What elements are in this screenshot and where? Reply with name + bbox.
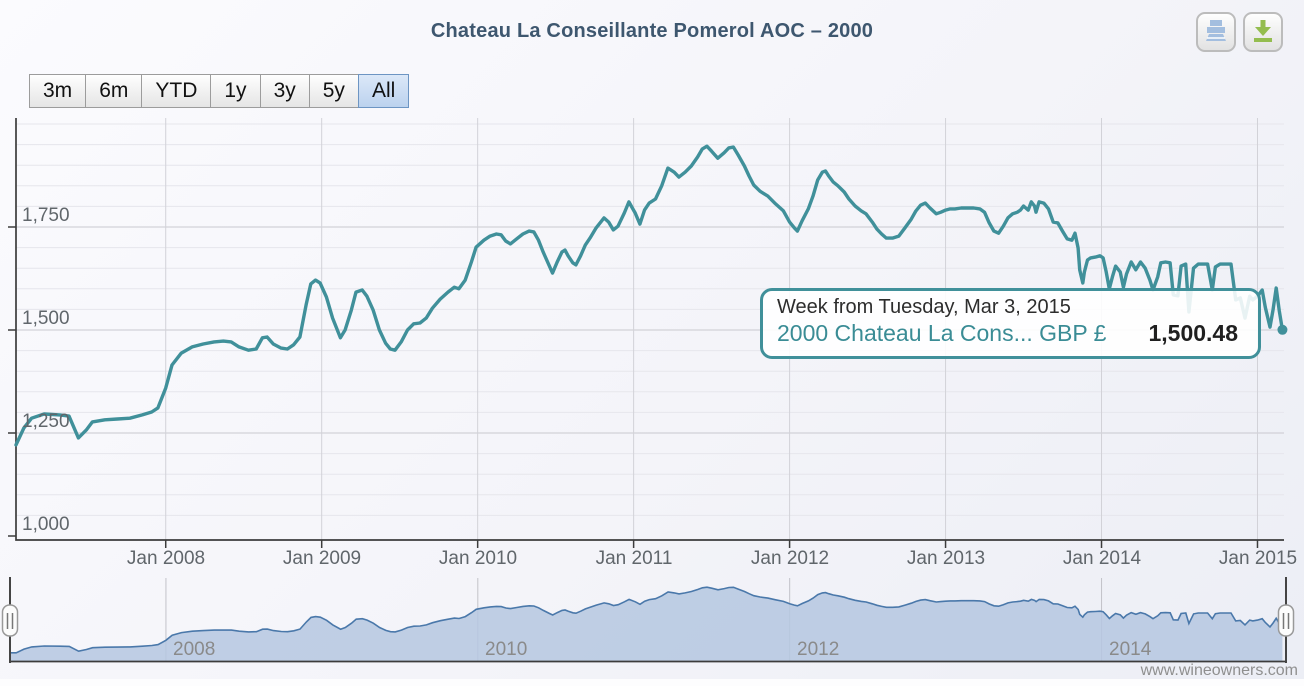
- range-button-ytd[interactable]: YTD: [141, 74, 212, 108]
- range-button-6m[interactable]: 6m: [85, 74, 143, 108]
- hovered-point-marker: [1277, 324, 1288, 335]
- tooltip-series-row: 2000 Chateau La Cons... GBP £ 1,500.48: [777, 320, 1244, 347]
- y-tick-label: 1,750: [22, 205, 70, 226]
- y-tick-label: 1,500: [22, 308, 70, 329]
- x-axis-labels: Jan 2008 Jan 2009 Jan 2010 Jan 2011 Jan …: [127, 548, 1297, 569]
- range-selector: 3m 6m YTD 1y 3y 5y All: [29, 74, 410, 108]
- tooltip-series-label: 2000 Chateau La Cons... GBP £: [777, 320, 1107, 346]
- y-axis-labels: 1,750 1,500 1,250 1,000: [22, 205, 70, 535]
- x-tick-label: Jan 2011: [596, 548, 673, 569]
- x-tick-label: Jan 2014: [1063, 548, 1142, 569]
- price-line: [14, 144, 1285, 447]
- range-button-1y[interactable]: 1y: [210, 74, 261, 108]
- x-tick-label: Jan 2012: [751, 548, 829, 569]
- price-series: [14, 144, 1288, 447]
- navigator-tick-label: 2010: [485, 639, 527, 660]
- y-tick-label: 1,250: [22, 411, 70, 432]
- axis-lines: [15, 118, 1284, 541]
- download-chart-button[interactable]: [1243, 12, 1283, 52]
- range-button-all[interactable]: All: [357, 74, 410, 108]
- x-tick-label: Jan 2008: [127, 548, 205, 569]
- tooltip-value: 1,500.48: [1148, 320, 1238, 346]
- chart-tooltip: Week from Tuesday, Mar 3, 2015 2000 Chat…: [760, 288, 1261, 359]
- navigator-right-handle[interactable]: [1277, 577, 1295, 663]
- navigator-left-handle[interactable]: [1, 577, 19, 663]
- page-title: Chateau La Conseillante Pomerol AOC – 20…: [430, 20, 874, 42]
- printer-icon: [1203, 18, 1229, 47]
- print-chart-button[interactable]: [1196, 12, 1236, 52]
- navigator-area[interactable]: [10, 587, 1283, 661]
- y-tick-label: 1,000: [22, 514, 70, 535]
- bottom-strip: [0, 679, 1304, 686]
- download-icon: [1250, 18, 1276, 47]
- tooltip-date: Week from Tuesday, Mar 3, 2015: [777, 296, 1071, 318]
- navigator[interactable]: [10, 578, 1286, 663]
- x-tick-label: Jan 2013: [907, 548, 985, 569]
- credits-link[interactable]: www.wineowners.com: [1140, 662, 1298, 679]
- navigator-tick-label: 2012: [797, 639, 839, 660]
- navigator-handles[interactable]: [1, 577, 1295, 663]
- navigator-line: [10, 586, 1284, 654]
- export-buttons: [1196, 12, 1283, 52]
- x-tick-label: Jan 2009: [283, 548, 361, 569]
- x-tick-label: Jan 2015: [1219, 548, 1297, 569]
- x-tick-label: Jan 2010: [439, 548, 517, 569]
- navigator-labels: 2008 2010 2012 2014: [173, 639, 1152, 660]
- navigator-tick-label: 2008: [173, 639, 215, 660]
- range-button-3m[interactable]: 3m: [29, 74, 87, 108]
- navigator-tick-label: 2014: [1109, 639, 1152, 660]
- axes: [8, 118, 1284, 548]
